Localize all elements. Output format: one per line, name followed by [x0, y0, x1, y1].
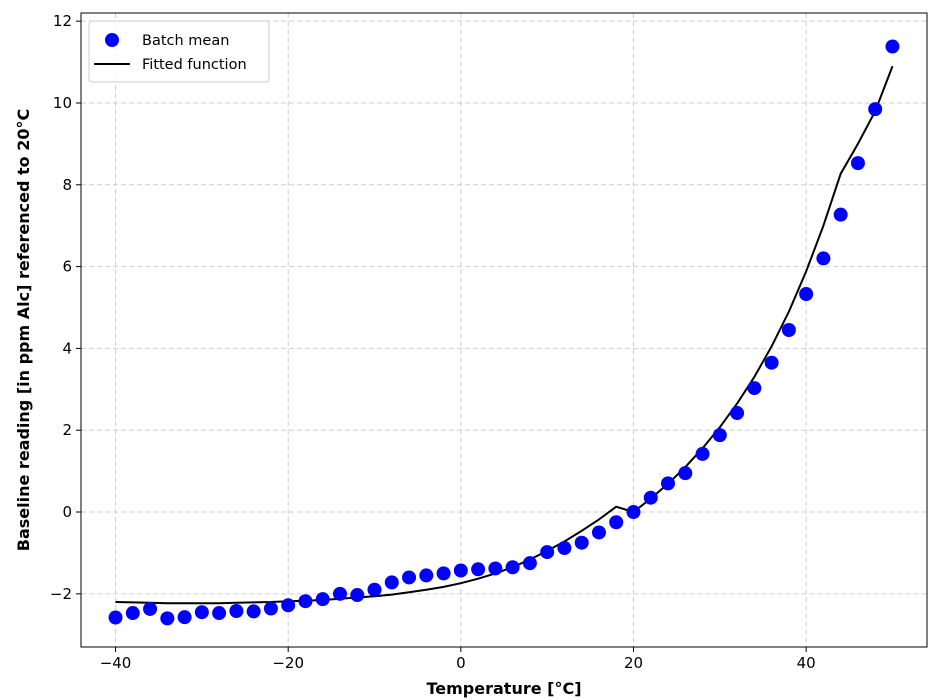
batch-mean-point — [160, 611, 175, 626]
batch-mean-point — [143, 601, 158, 616]
batch-mean-point — [350, 588, 365, 603]
legend-box — [88, 20, 270, 83]
batch-mean-point — [488, 561, 503, 576]
batch-mean-point — [298, 594, 313, 609]
batch-mean-point — [229, 604, 244, 619]
x-tick-label: −20 — [272, 654, 304, 672]
fitted-function-line — [115, 65, 894, 605]
batch-mean-point — [246, 604, 261, 619]
batch-mean-point — [281, 598, 296, 613]
x-tick-label: 20 — [624, 654, 643, 672]
y-tick-label: 8 — [62, 176, 72, 194]
batch-mean-point — [712, 428, 727, 443]
batch-mean-point — [505, 560, 520, 575]
y-tick-label: 10 — [53, 94, 72, 112]
batch-mean-point — [730, 406, 745, 421]
batch-mean-point — [436, 566, 451, 581]
batch-mean-point — [177, 610, 192, 625]
x-tick-label: 40 — [797, 654, 816, 672]
y-axis: −2 0 2 4 6 8 10 12 — [50, 12, 81, 603]
batch-mean-point — [332, 586, 347, 601]
legend-label-batch-mean: Batch mean — [142, 33, 229, 49]
x-tick-label: −40 — [100, 654, 132, 672]
batch-mean-point — [764, 355, 779, 370]
legend: Batch mean Fitted function — [88, 20, 270, 83]
batch-mean-point — [453, 563, 468, 578]
batch-mean-point — [885, 39, 900, 54]
batch-mean-point — [125, 606, 140, 621]
batch-mean-point — [419, 568, 434, 583]
batch-mean-point — [212, 606, 227, 621]
batch-mean-point — [402, 570, 417, 585]
y-tick-label: −2 — [50, 585, 72, 603]
batch-mean-point — [678, 466, 693, 481]
batch-mean-point — [833, 207, 848, 222]
x-axis-label: Temperature [°C] — [426, 679, 581, 698]
batch-mean-layer — [108, 39, 900, 626]
batch-mean-point — [609, 515, 624, 530]
batch-mean-point — [643, 490, 658, 505]
y-axis-label: Baseline reading [in ppm Alc] referenced… — [14, 109, 33, 551]
batch-mean-point — [799, 287, 814, 302]
batch-mean-point — [384, 575, 399, 590]
batch-mean-point — [471, 562, 486, 577]
x-axis: −40 −20 0 20 40 — [100, 647, 816, 672]
batch-mean-point — [108, 610, 123, 625]
batch-mean-point — [574, 535, 589, 550]
batch-mean-point — [816, 251, 831, 266]
batch-mean-point — [626, 505, 641, 520]
y-tick-label: 0 — [62, 503, 72, 521]
batch-mean-point — [315, 592, 330, 607]
batch-mean-point — [263, 601, 278, 616]
batch-mean-point — [661, 476, 676, 491]
y-tick-label: 2 — [62, 421, 72, 439]
batch-mean-point — [194, 605, 209, 620]
batch-mean-point — [747, 381, 762, 396]
batch-mean-point — [557, 541, 572, 556]
plot-background — [81, 13, 927, 647]
legend-marker-batch-mean — [105, 33, 119, 47]
x-tick-label: 0 — [456, 654, 466, 672]
batch-mean-point — [540, 545, 555, 560]
legend-label-fitted-function: Fitted function — [142, 57, 247, 73]
y-tick-label: 4 — [62, 339, 72, 357]
batch-mean-point — [591, 525, 606, 540]
plot-frame — [80, 12, 928, 648]
fitted-function-layer — [115, 65, 894, 605]
batch-mean-point — [522, 556, 537, 571]
batch-mean-point — [850, 156, 865, 171]
batch-mean-point — [367, 582, 382, 597]
batch-mean-point — [868, 102, 883, 117]
y-tick-label: 12 — [53, 12, 72, 30]
y-tick-label: 6 — [62, 258, 72, 276]
batch-mean-point — [695, 446, 710, 461]
batch-mean-point — [781, 323, 796, 337]
